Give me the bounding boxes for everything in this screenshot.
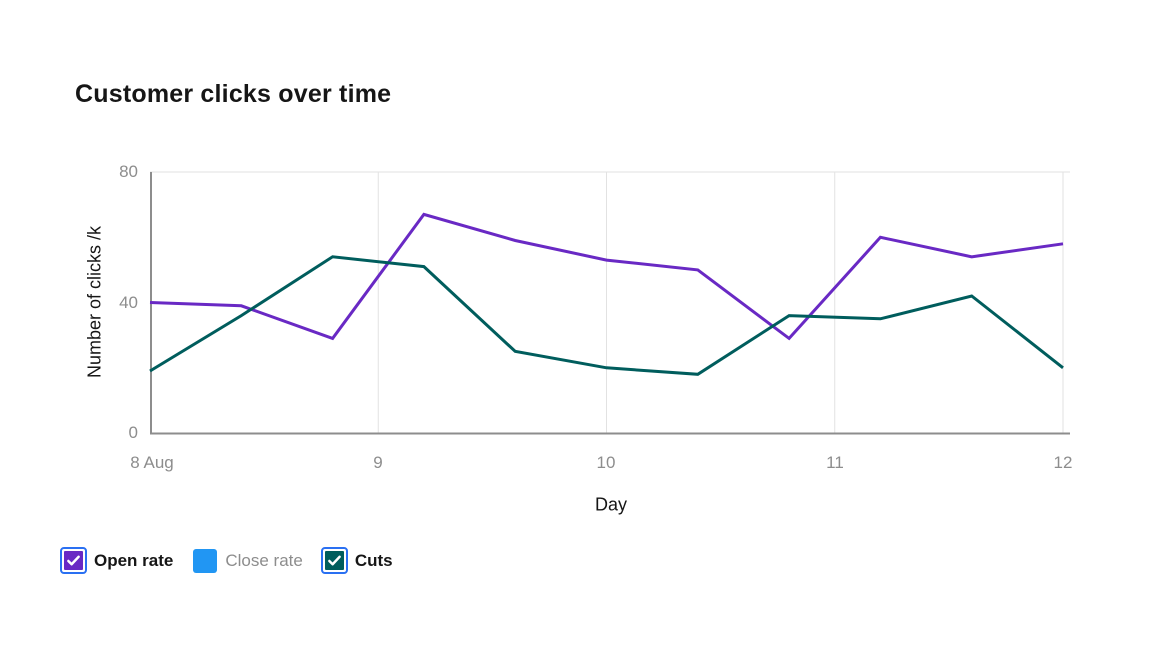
x-tick-12: 12 <box>1053 453 1073 472</box>
legend-label-close-rate[interactable]: Close rate <box>225 550 303 570</box>
close-rate-checkbox[interactable] <box>191 547 218 574</box>
y-tick-0: 0 <box>128 423 138 442</box>
gridlines <box>150 171 1070 433</box>
y-tick-40: 40 <box>119 293 138 312</box>
cuts-checkbox[interactable] <box>320 547 348 574</box>
axis-lines <box>150 172 1070 435</box>
series-line-cuts <box>149 255 1064 376</box>
x-tick-10: 10 <box>596 453 616 472</box>
open-rate-checkbox[interactable] <box>60 547 87 574</box>
series-layer <box>149 212 1064 376</box>
y-axis-title: Number of clicks /k <box>84 225 105 379</box>
series-line-open-rate <box>149 212 1064 341</box>
legend-label-open-rate[interactable]: Open rate <box>94 550 174 570</box>
checkmark-icon <box>327 555 341 566</box>
x-tick-9: 9 <box>373 453 383 472</box>
legend-item-open-rate[interactable]: Open rate <box>60 547 173 574</box>
checkmark-icon <box>67 555 80 566</box>
x-tick-11: 11 <box>826 453 844 472</box>
legend-item-cuts[interactable]: Cuts <box>320 547 393 574</box>
chart-title: Customer clicks over time <box>75 80 392 108</box>
x-axis-title: Day <box>594 494 628 515</box>
legend-label-cuts[interactable]: Cuts <box>354 550 393 570</box>
x-tick-8aug: 8 Aug <box>130 453 174 472</box>
legend-item-close-rate[interactable]: Close rate <box>191 547 303 574</box>
legend: Open rate Close rate Cuts <box>60 547 393 574</box>
y-tick-80: 80 <box>119 162 138 181</box>
